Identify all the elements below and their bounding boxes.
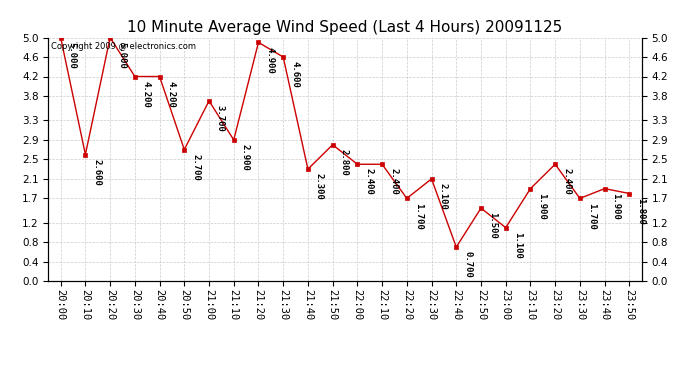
Text: 1.800: 1.800 <box>636 198 645 225</box>
Text: 2.800: 2.800 <box>339 149 348 176</box>
Text: 2.700: 2.700 <box>191 154 200 181</box>
Text: 1.100: 1.100 <box>513 232 522 259</box>
Text: 3.700: 3.700 <box>216 105 225 132</box>
Text: 2.300: 2.300 <box>315 173 324 200</box>
Text: 2.600: 2.600 <box>92 159 101 186</box>
Text: 2.400: 2.400 <box>562 168 571 195</box>
Text: 0.700: 0.700 <box>463 251 472 278</box>
Text: 4.200: 4.200 <box>141 81 151 108</box>
Text: 4.600: 4.600 <box>290 61 299 88</box>
Text: 1.900: 1.900 <box>538 193 546 220</box>
Text: 1.700: 1.700 <box>414 202 423 229</box>
Text: 4.900: 4.900 <box>266 46 275 74</box>
Text: Copyright 2009 @ electronics.com: Copyright 2009 @ electronics.com <box>51 42 196 51</box>
Text: 5.000: 5.000 <box>117 42 126 69</box>
Text: 2.900: 2.900 <box>241 144 250 171</box>
Text: 1.500: 1.500 <box>488 212 497 239</box>
Title: 10 Minute Average Wind Speed (Last 4 Hours) 20091125: 10 Minute Average Wind Speed (Last 4 Hou… <box>128 20 562 35</box>
Text: 2.100: 2.100 <box>438 183 448 210</box>
Text: 2.400: 2.400 <box>389 168 398 195</box>
Text: 4.200: 4.200 <box>166 81 175 108</box>
Text: 2.400: 2.400 <box>364 168 373 195</box>
Text: 1.900: 1.900 <box>611 193 620 220</box>
Text: 5.000: 5.000 <box>68 42 77 69</box>
Text: 1.700: 1.700 <box>586 202 596 229</box>
